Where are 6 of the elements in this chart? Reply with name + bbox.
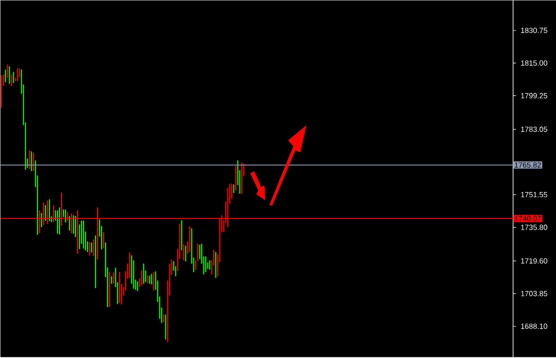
candlestick bbox=[88, 242, 90, 256]
candlestick bbox=[82, 220, 84, 249]
candlestick bbox=[74, 216, 76, 238]
candlestick bbox=[90, 242, 92, 253]
candlestick bbox=[68, 216, 70, 231]
candlestick bbox=[78, 224, 80, 250]
